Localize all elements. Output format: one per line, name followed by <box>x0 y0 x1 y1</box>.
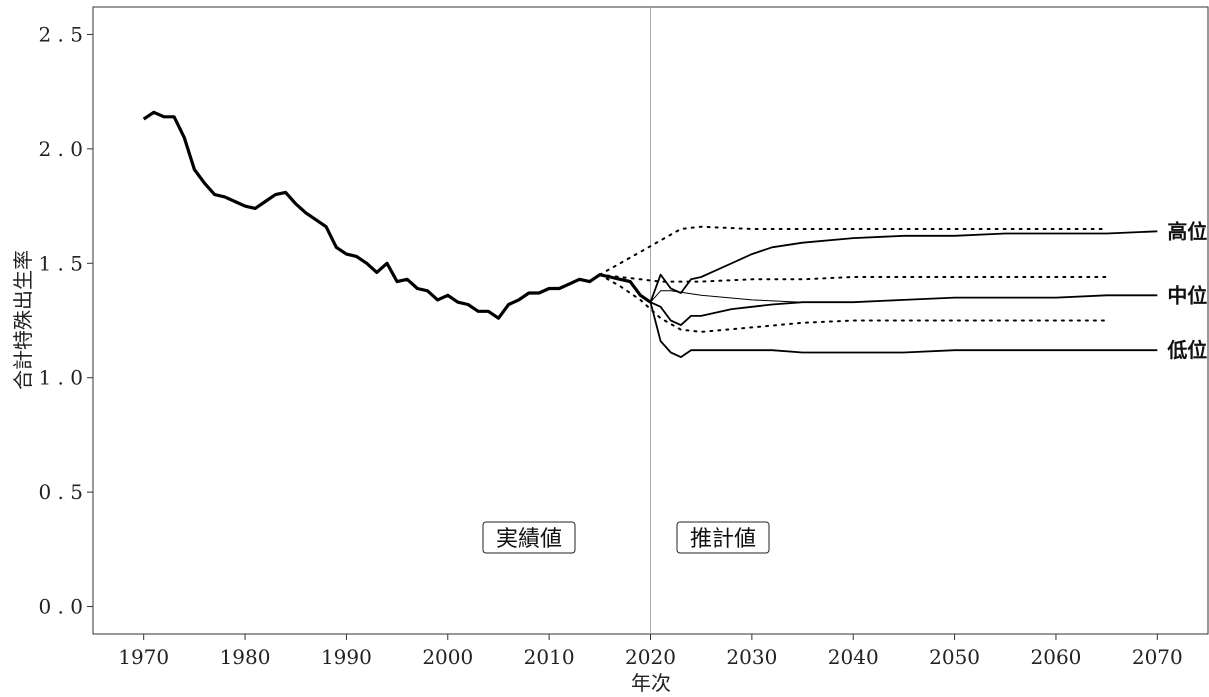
series-line-high-2017 <box>598 225 1108 276</box>
actual-region-box: 実績値 <box>482 521 576 554</box>
y-tick-label: 1 . 0 <box>38 366 83 390</box>
x-tick-label: 2040 <box>828 645 879 669</box>
x-tick-label: 2050 <box>929 645 980 669</box>
y-tick-label: 2 . 0 <box>38 137 83 161</box>
y-axis-title: 合計特殊出生率 <box>11 250 35 390</box>
y-tick-label: 2 . 5 <box>38 22 83 46</box>
x-tick-label: 1970 <box>118 645 169 669</box>
series-line-high-2023 <box>649 230 1158 303</box>
series-line-medium-2023 <box>650 294 1158 326</box>
x-tick-label: 2070 <box>1132 645 1183 669</box>
series-line-actual <box>142 110 652 320</box>
y-tick-label: 1 . 5 <box>38 251 83 275</box>
series-label-low-2023: 低位 <box>1166 338 1207 362</box>
x-tick-label: 2010 <box>524 645 575 669</box>
projected-region-label: 推計値 <box>690 527 756 552</box>
series-line-medium-2017 <box>598 273 1108 283</box>
x-tick-label: 2020 <box>625 645 676 669</box>
x-tick-label: 1990 <box>321 645 372 669</box>
x-axis-title: 年次 <box>631 671 671 695</box>
x-tick-label: 2000 <box>422 645 473 669</box>
actual-region-label: 実績値 <box>496 527 562 552</box>
x-tick-label: 2030 <box>726 645 777 669</box>
x-tick-label: 2060 <box>1031 645 1082 669</box>
projected-region-box: 推計値 <box>676 521 770 554</box>
series-label-medium-2023: 中位 <box>1167 283 1207 307</box>
x-tick-label: 1980 <box>220 645 271 669</box>
y-tick-label: 0 . 0 <box>38 595 83 619</box>
series-line-low-2023 <box>649 301 1158 358</box>
y-tick-label: 0 . 5 <box>38 480 83 504</box>
series-line-medium-prev-thin <box>650 290 854 303</box>
series-label-high-2023: 高位 <box>1167 219 1207 243</box>
